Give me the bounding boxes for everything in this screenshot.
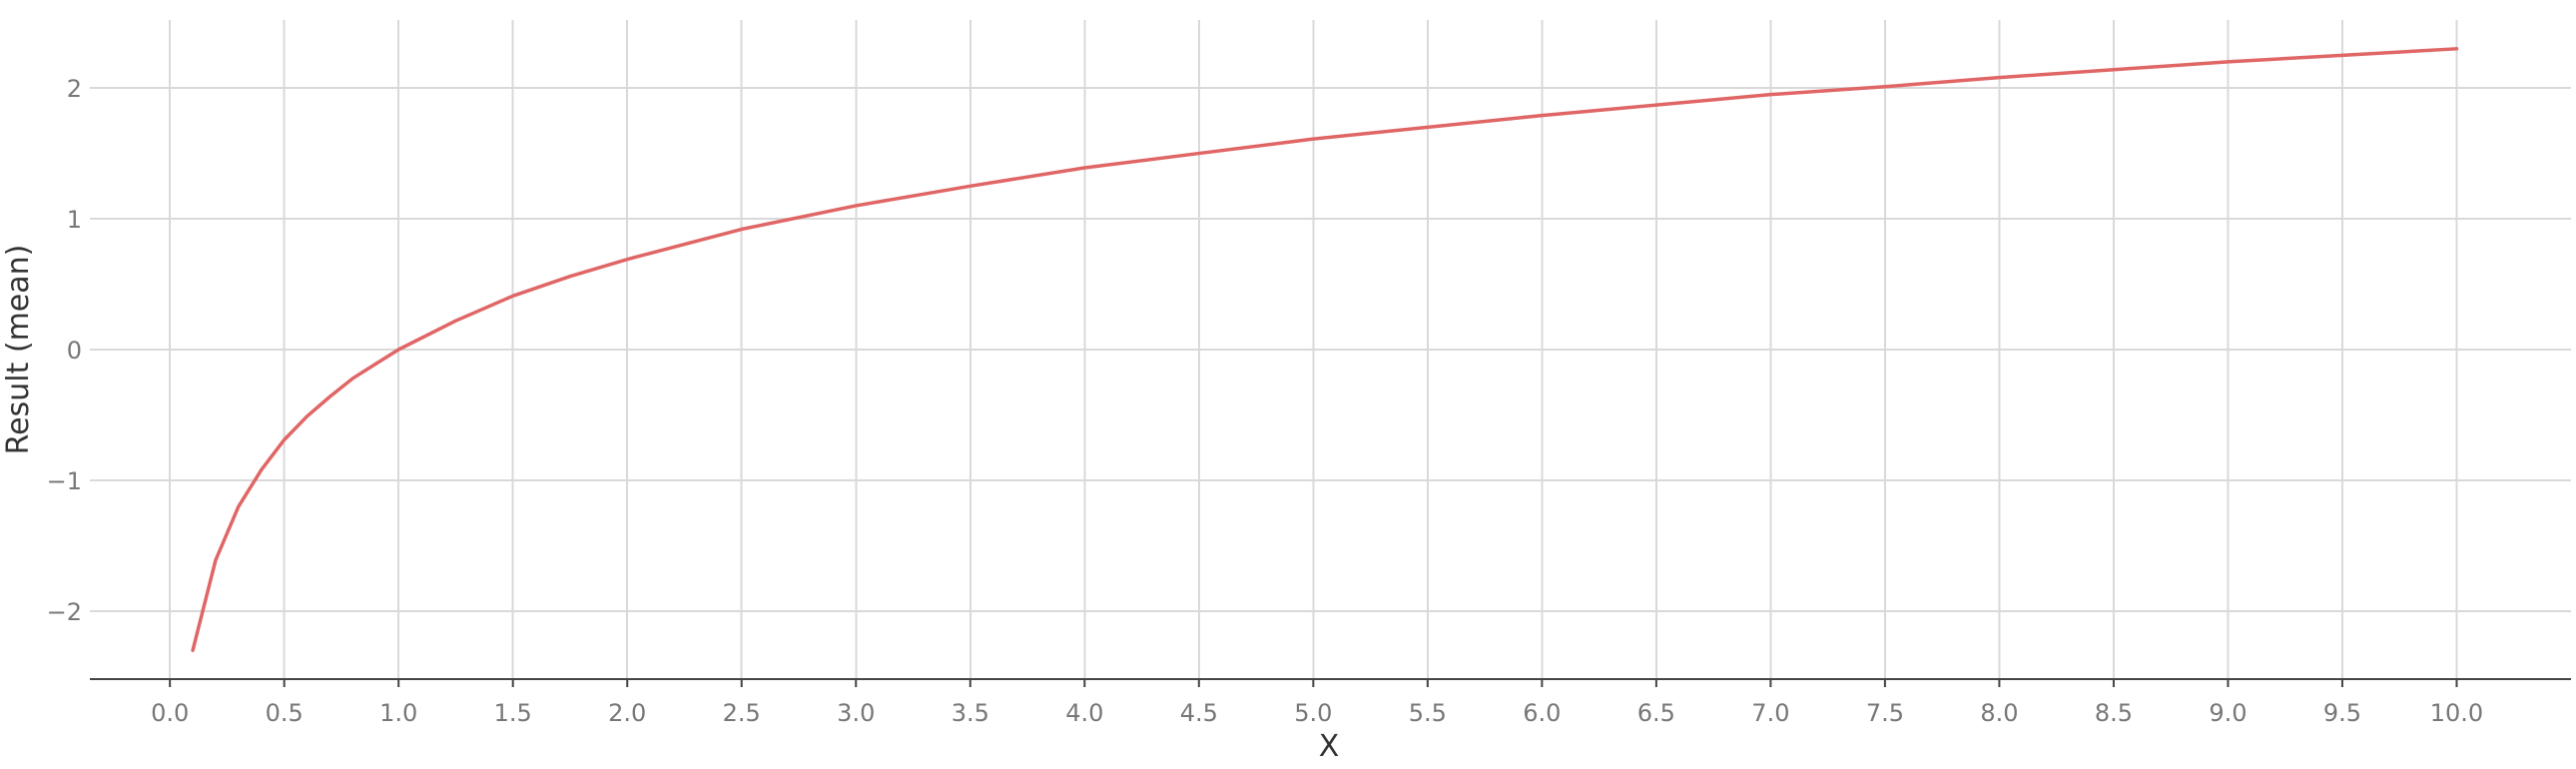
axes — [90, 678, 2571, 687]
x-tick-label: 5.5 — [1409, 699, 1447, 727]
y-tick-label: −1 — [47, 467, 82, 495]
y-tick-label: −2 — [47, 598, 82, 626]
x-tick-label: 2.5 — [723, 699, 761, 727]
x-tick-label: 5.0 — [1294, 699, 1332, 727]
x-tick-label: 4.0 — [1065, 699, 1103, 727]
x-tick-label: 8.0 — [1980, 699, 2018, 727]
y-tick-label: 1 — [67, 206, 82, 234]
series-line — [191, 47, 2459, 652]
y-axis-title: Result (mean) — [1, 245, 36, 455]
x-tick-label: 9.0 — [2209, 699, 2247, 727]
x-tick-label: 0.5 — [266, 699, 304, 727]
x-tick-label: 0.0 — [151, 699, 189, 727]
x-tick-label: 7.5 — [1866, 699, 1904, 727]
y-tick-label: 0 — [67, 337, 82, 365]
series-layer — [191, 47, 2459, 652]
x-tick-label: 1.0 — [379, 699, 417, 727]
x-tick-label: 10.0 — [2430, 699, 2483, 727]
x-tick-label: 2.0 — [608, 699, 646, 727]
x-axis-title: X — [1319, 729, 1340, 764]
x-tick-label: 6.0 — [1523, 699, 1561, 727]
y-tick-label: 2 — [67, 75, 82, 103]
x-tick-label: 3.5 — [952, 699, 989, 727]
tick-labels: 0.0 0.5 1.0 1.5 2.0 2.5 3.0 3.5 4.0 4.5 5.0 5.5 6.0 6… — [47, 75, 2484, 727]
x-tick-label: 7.0 — [1751, 699, 1789, 727]
x-tick-label: 9.5 — [2323, 699, 2361, 727]
x-tick-label: 6.5 — [1637, 699, 1675, 727]
x-tick-label: 1.5 — [494, 699, 532, 727]
grid — [90, 20, 2571, 679]
x-tick-label: 8.5 — [2095, 699, 2133, 727]
x-tick-label: 4.5 — [1180, 699, 1218, 727]
x-tick-label: 3.0 — [837, 699, 875, 727]
